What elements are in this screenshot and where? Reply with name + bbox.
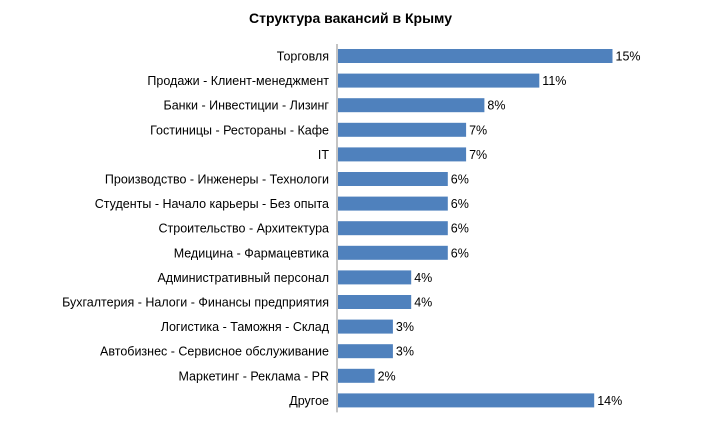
bar — [338, 221, 448, 236]
value-label: 2% — [378, 369, 396, 383]
value-label: 4% — [414, 271, 432, 285]
chart-title: Структура вакансий в Крыму — [248, 10, 452, 26]
bar — [338, 98, 485, 113]
value-label: 11% — [542, 74, 566, 88]
value-label: 6% — [451, 222, 469, 236]
category-label: Банки - Инвестиции - Лизинг — [163, 99, 329, 113]
value-label: 7% — [469, 148, 487, 162]
category-labels-group: Торговля Продажи - Клиент-менеджмент Банки… — [62, 50, 330, 408]
value-label: 3% — [396, 345, 414, 359]
bar — [338, 368, 375, 383]
category-label: Маркетинг - Реклама - PR — [179, 369, 330, 383]
bar — [338, 319, 393, 334]
value-label: 6% — [451, 246, 469, 260]
category-label: Другое — [289, 394, 329, 408]
category-label: Студенты - Начало карьеры - Без опыта — [95, 197, 329, 211]
bar — [338, 147, 467, 162]
category-label: Бухгалтерия - Налоги - Финансы предприят… — [62, 296, 329, 310]
value-label: 14% — [597, 394, 622, 408]
bar — [338, 393, 595, 408]
bar — [338, 172, 448, 186]
category-label: Продажи - Клиент-менеджмент — [147, 74, 329, 88]
category-label: Автобизнес - Сервисное обслуживание — [100, 345, 329, 359]
category-label: Торговля — [277, 50, 329, 64]
bar — [338, 270, 412, 285]
category-label: Административный персонал — [157, 271, 329, 285]
bar — [338, 295, 412, 309]
value-label: 7% — [469, 123, 487, 137]
bar — [338, 73, 540, 88]
category-label: Производство - Инженеры - Технологи — [105, 173, 329, 187]
bar — [338, 344, 393, 359]
bar — [338, 49, 613, 63]
value-label: 3% — [396, 320, 414, 334]
bars-group — [338, 49, 613, 408]
category-label: Медицина - Фармацевтика — [174, 246, 329, 260]
category-label: Строительство - Архитектура — [158, 222, 329, 236]
value-label: 6% — [451, 197, 469, 211]
category-label: Логистика - Таможня - Склад — [161, 320, 330, 334]
value-label: 6% — [451, 173, 469, 187]
bar — [338, 122, 467, 137]
value-label: 8% — [487, 99, 505, 113]
value-label: 4% — [414, 296, 432, 310]
value-label: 15% — [616, 50, 641, 64]
value-labels-group: 15%11%8%7%7%6%6%6%6%4%4%3%3%2%14% — [378, 50, 641, 408]
bar — [338, 245, 448, 260]
bar — [338, 196, 448, 211]
category-label: IT — [318, 148, 329, 162]
category-label: Гостиницы - Рестораны - Кафе — [150, 123, 329, 137]
